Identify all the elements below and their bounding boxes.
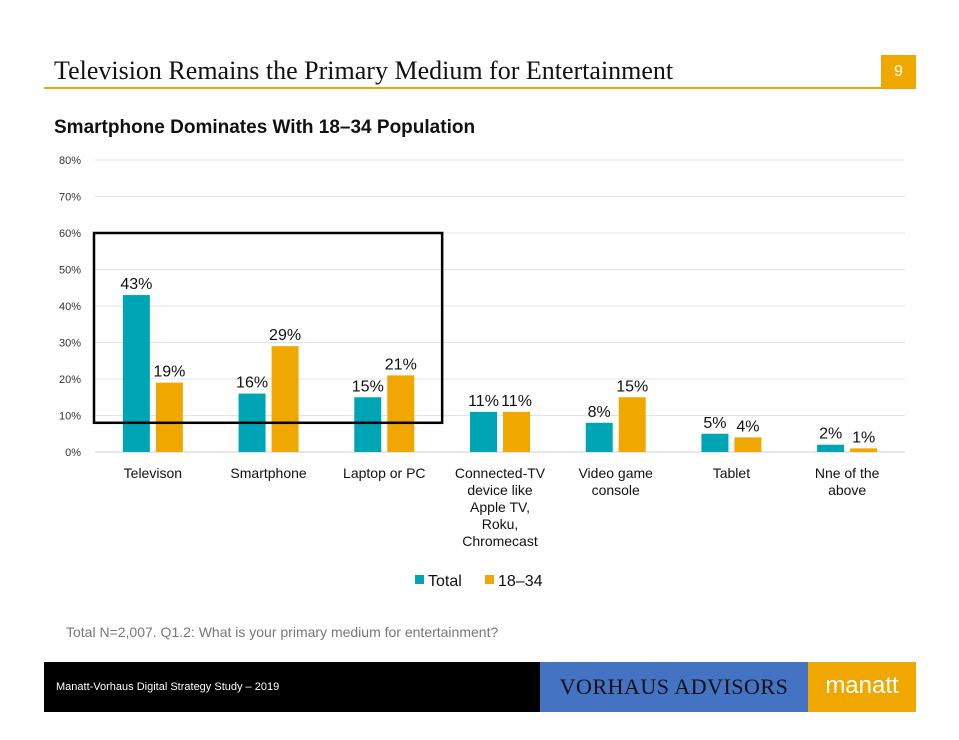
x-tick-label: Roku, <box>482 516 519 532</box>
study-name: Manatt-Vorhaus Digital Strategy Study – … <box>56 681 280 693</box>
bar-18-34 <box>155 382 183 452</box>
y-tick-label: 40% <box>59 301 81 313</box>
x-tick-label: Televison <box>124 465 182 481</box>
data-label: 1% <box>852 429 875 446</box>
x-tick-label: Tablet <box>713 465 750 481</box>
y-tick-label: 50% <box>59 265 81 277</box>
bar-18-34 <box>271 346 299 452</box>
bar-total <box>585 422 613 452</box>
data-label: 4% <box>736 418 759 435</box>
title-divider <box>44 87 916 89</box>
chart-title: Smartphone Dominates With 18–34 Populati… <box>54 117 476 138</box>
y-tick-label: 80% <box>59 155 81 167</box>
page-number: 9 <box>881 55 916 88</box>
bar-total <box>817 444 845 452</box>
y-tick-label: 0% <box>65 447 81 459</box>
y-tick-label: 60% <box>59 228 81 240</box>
x-tick-label: Smartphone <box>230 465 306 481</box>
y-tick-label: 20% <box>59 374 81 386</box>
legend-swatch <box>485 575 494 584</box>
x-tick-label: console <box>592 482 640 498</box>
y-tick-label: 10% <box>59 411 81 423</box>
data-label: 19% <box>153 364 185 381</box>
x-tick-label: device like <box>467 482 533 498</box>
x-tick-label: Chromecast <box>462 533 538 549</box>
data-label: 15% <box>616 378 648 395</box>
data-label: 15% <box>352 378 384 395</box>
data-label: 2% <box>819 426 842 443</box>
slide-title: Television Remains the Primary Medium fo… <box>54 56 674 85</box>
bar-chart: 0% 10% 20% 30% 40% 50% 60% 70% 80% 43% 19% Televiso… <box>59 155 905 590</box>
bar-total <box>470 411 497 452</box>
data-label: 8% <box>588 404 611 421</box>
bar-18-34 <box>387 375 415 452</box>
bar-18-34 <box>618 397 646 452</box>
x-tick-label: above <box>828 482 866 498</box>
x-tick-label: Video game <box>578 465 653 481</box>
footnote: Total N=2,007. Q1.2: What is your primar… <box>66 624 499 640</box>
legend-label: Total <box>428 573 462 590</box>
x-tick-label: Laptop or PC <box>343 465 426 481</box>
y-tick-label: 30% <box>59 338 81 350</box>
data-label: 29% <box>269 327 301 344</box>
footer-bar: Manatt-Vorhaus Digital Strategy Study – … <box>44 662 916 712</box>
data-label: 11% <box>468 393 499 410</box>
manatt-logo: manatt <box>808 662 916 712</box>
data-label: 16% <box>236 375 268 392</box>
bar-total <box>122 295 150 452</box>
bar-total <box>701 433 729 452</box>
bar-total <box>354 397 382 452</box>
bar-18-34 <box>503 411 530 452</box>
bar-18-34 <box>850 448 878 452</box>
legend-swatch <box>415 575 424 584</box>
x-tick-label: Nne of the <box>815 465 880 481</box>
x-tick-label: Apple TV, <box>470 499 530 515</box>
y-tick-label: 70% <box>59 192 81 204</box>
legend-label: 18–34 <box>498 573 543 590</box>
data-label: 21% <box>385 356 417 373</box>
data-label: 5% <box>703 415 726 432</box>
vorhaus-logo: VORHAUS ADVISORS <box>540 662 808 712</box>
data-label: 43% <box>120 276 152 293</box>
x-tick-label: Connected-TV <box>455 465 546 481</box>
highlight-box <box>92 231 444 425</box>
data-label: 11% <box>501 393 532 410</box>
bar-18-34 <box>734 437 762 452</box>
